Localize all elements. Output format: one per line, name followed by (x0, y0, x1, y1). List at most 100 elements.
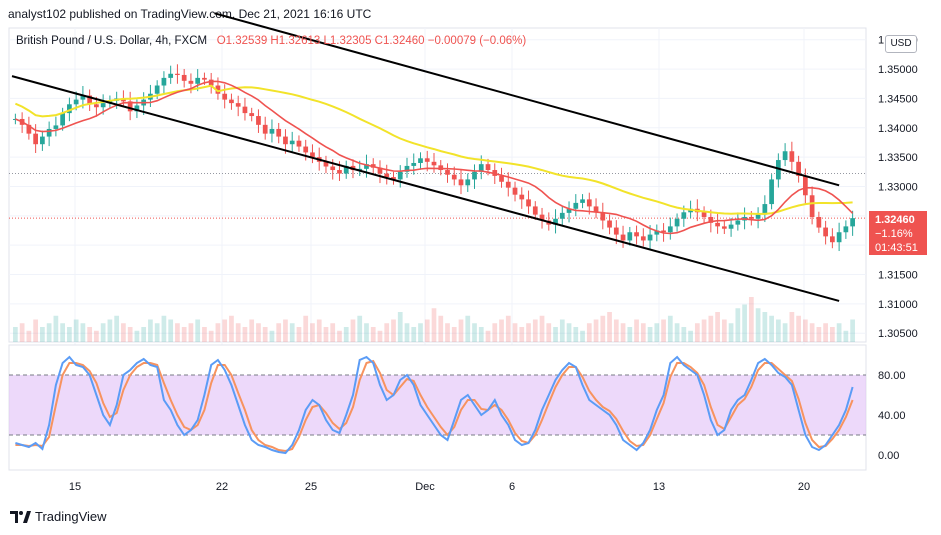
time-axis[interactable]: 15 22 25 Dec 6 13 20 (69, 481, 810, 493)
candle[interactable] (161, 71, 167, 94)
candle[interactable] (26, 116, 32, 140)
candle[interactable] (289, 131, 295, 152)
candle[interactable] (262, 116, 268, 140)
candle[interactable] (296, 135, 302, 152)
candle[interactable] (573, 194, 579, 217)
stochastic-pane[interactable] (8, 344, 867, 471)
candle[interactable] (40, 130, 45, 151)
candle[interactable] (499, 167, 504, 188)
candle[interactable] (715, 214, 720, 234)
candle[interactable] (377, 160, 383, 184)
candle[interactable] (60, 107, 66, 131)
candle[interactable] (667, 217, 673, 240)
currency-badge[interactable]: USD (885, 35, 917, 53)
oscillator-axis[interactable]: 80.00 40.00 0.00 (878, 370, 906, 462)
candle-body (161, 77, 167, 86)
candle[interactable] (775, 153, 781, 188)
candle[interactable] (674, 213, 680, 232)
candle[interactable] (323, 155, 329, 174)
candle[interactable] (384, 164, 390, 185)
candle[interactable] (634, 225, 639, 245)
candle[interactable] (782, 143, 788, 167)
candle[interactable] (418, 152, 423, 170)
candle[interactable] (87, 89, 93, 111)
candle[interactable] (735, 212, 741, 231)
symbol-title[interactable]: British Pound / U.S. Dollar, 4h, FXCM (16, 35, 208, 47)
candle[interactable] (701, 206, 707, 224)
candle[interactable] (242, 97, 248, 121)
candle[interactable] (168, 65, 174, 84)
candle[interactable] (411, 153, 417, 175)
candle[interactable] (789, 141, 795, 171)
candle[interactable] (458, 169, 464, 195)
candle[interactable] (229, 93, 234, 110)
candle[interactable] (195, 69, 201, 92)
candle-body (661, 230, 666, 233)
candle[interactable] (620, 225, 626, 248)
candle[interactable] (526, 190, 531, 214)
candle[interactable] (553, 209, 558, 234)
candle[interactable] (127, 91, 133, 121)
candle[interactable] (600, 202, 606, 230)
candle[interactable] (566, 201, 572, 223)
candle[interactable] (721, 221, 727, 235)
channel-upper-line[interactable] (214, 12, 840, 187)
candle[interactable] (593, 198, 599, 219)
candle[interactable] (816, 211, 822, 233)
candle[interactable] (438, 160, 444, 176)
candle[interactable] (539, 207, 545, 229)
candle[interactable] (640, 228, 646, 247)
candle[interactable] (276, 122, 282, 144)
candle[interactable] (654, 224, 660, 242)
candle[interactable] (445, 163, 450, 183)
price-axis[interactable]: 1.355001.350001.345001.340001.335001.330… (878, 35, 918, 340)
candle[interactable] (843, 220, 849, 239)
candle[interactable] (755, 207, 761, 229)
channel-lower-line[interactable] (11, 75, 840, 302)
candle[interactable] (796, 155, 801, 183)
tradingview-footer[interactable]: TradingView (10, 509, 107, 524)
candle[interactable] (607, 214, 612, 235)
candle[interactable] (33, 124, 38, 154)
candle[interactable] (343, 160, 349, 179)
volume-bar (762, 312, 768, 342)
candle[interactable] (235, 95, 241, 117)
candle[interactable] (181, 68, 187, 88)
candle[interactable] (762, 195, 768, 223)
candle[interactable] (802, 168, 808, 205)
candle[interactable] (512, 181, 518, 202)
candle[interactable] (769, 174, 774, 210)
volume-bar (485, 330, 491, 342)
candle[interactable] (431, 153, 437, 173)
candle[interactable] (836, 222, 842, 252)
candle[interactable] (532, 201, 538, 220)
candle[interactable] (391, 171, 396, 185)
candle[interactable] (465, 173, 471, 192)
candle[interactable] (364, 154, 369, 178)
candle[interactable] (208, 72, 214, 94)
candle[interactable] (94, 96, 99, 117)
candle[interactable] (830, 228, 835, 249)
candle[interactable] (559, 206, 565, 226)
volume-bar (411, 327, 417, 342)
candle[interactable] (303, 139, 309, 161)
candle[interactable] (222, 84, 228, 109)
candle[interactable] (53, 116, 59, 137)
candle[interactable] (850, 210, 855, 236)
candle[interactable] (809, 186, 815, 225)
candle[interactable] (256, 109, 261, 133)
candle[interactable] (728, 217, 734, 237)
candle[interactable] (627, 226, 633, 246)
candle[interactable] (519, 187, 525, 209)
candle[interactable] (249, 107, 255, 122)
candle[interactable] (472, 164, 477, 189)
candle[interactable] (823, 220, 828, 245)
candle[interactable] (175, 64, 180, 84)
candle[interactable] (404, 157, 410, 178)
candle[interactable] (397, 165, 403, 188)
candle[interactable] (580, 194, 585, 209)
candle[interactable] (46, 121, 52, 147)
candle[interactable] (269, 119, 275, 143)
candle[interactable] (310, 144, 315, 164)
